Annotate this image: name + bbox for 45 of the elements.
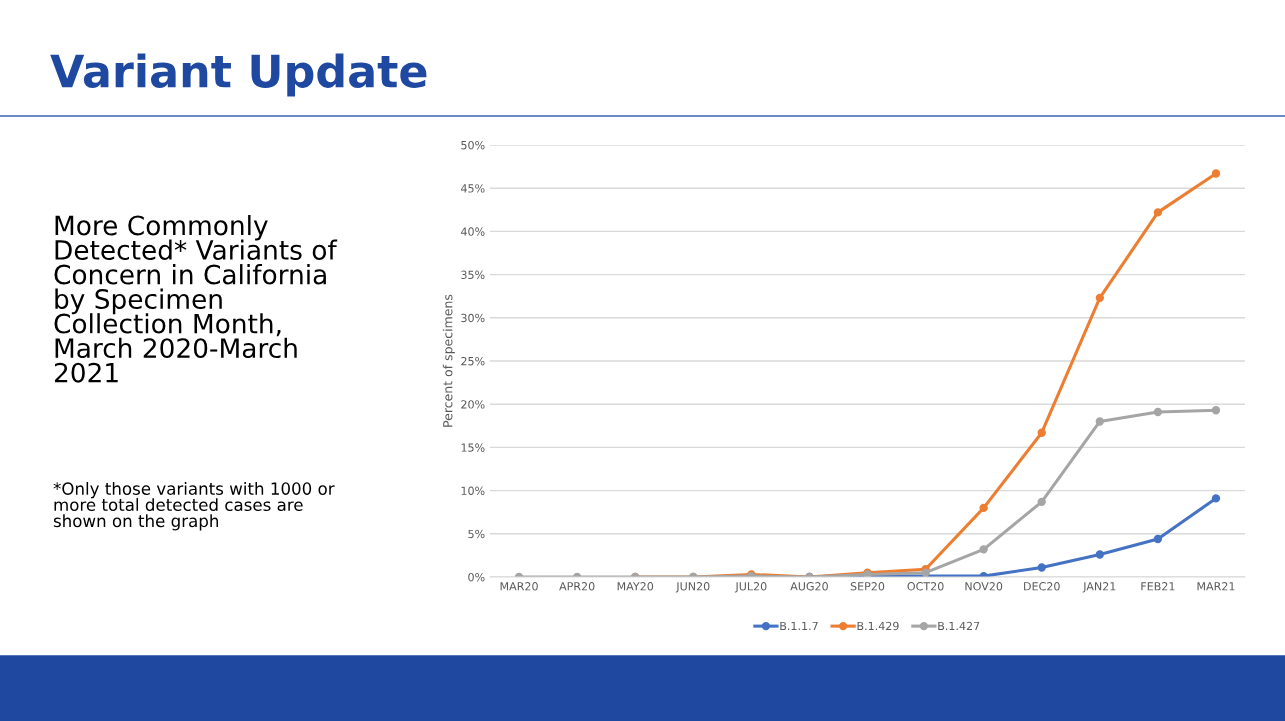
x-tick-label: FEB21 <box>1141 582 1175 591</box>
point <box>1037 497 1046 506</box>
x-tick-label: APR20 <box>559 582 595 591</box>
point <box>1095 550 1104 559</box>
y-tick-label: 25% <box>461 356 485 366</box>
point <box>1037 428 1046 437</box>
legend-label: B.1.429 <box>857 621 899 631</box>
point <box>1153 407 1163 417</box>
x-tick-label: MAY20 <box>617 582 654 591</box>
point <box>1153 534 1163 544</box>
y-tick-label: 35% <box>461 270 485 279</box>
x-tick-label: MAR20 <box>500 582 538 591</box>
text: More Commonly Detected* Variants of Concern in California by Specimen Collection Month, March 2020-March 2021 <box>54 215 338 383</box>
point <box>1095 417 1104 426</box>
point <box>1211 169 1221 178</box>
point <box>1037 563 1046 572</box>
point <box>979 503 988 513</box>
legend-label: B.1.1.7 <box>780 621 818 630</box>
x-tick-label: SEP20 <box>850 582 885 591</box>
y-tick-label: 15% <box>461 443 485 452</box>
x-tick-label: JAN21 <box>1082 582 1116 593</box>
x-tick-label: AUG20 <box>790 582 828 591</box>
y-tick-label: 10% <box>461 486 485 495</box>
x-tick-label: OCT20 <box>907 582 944 591</box>
x-tick-label: MAR21 <box>1197 582 1235 591</box>
y-tick-label: 0% <box>468 572 485 582</box>
y-tick-label: 30% <box>461 313 485 323</box>
point <box>1153 208 1163 217</box>
x-tick-label: NOV20 <box>965 582 1003 591</box>
point <box>979 545 988 554</box>
point <box>1211 406 1221 415</box>
y-tick-label: 5% <box>468 529 485 539</box>
text: *Only those variants with 1000 or more total detected cases are shown on the graph <box>53 482 335 531</box>
y-tick-label: 45% <box>460 184 485 193</box>
y-tick-label: 40% <box>460 227 485 236</box>
legend-label: B.1.427 <box>938 621 980 630</box>
x-tick-label: JUL20 <box>734 582 767 593</box>
point <box>1095 293 1104 303</box>
x-tick-label: DEC20 <box>1024 582 1060 591</box>
y-axis-title: Percent of specimens <box>442 294 455 427</box>
chart-title: Variant Update <box>50 53 427 97</box>
y-tick-label: 20% <box>461 400 485 409</box>
point <box>1211 494 1221 503</box>
y-tick-label: 50% <box>461 140 485 150</box>
x-tick-label: JUN20 <box>675 582 710 593</box>
